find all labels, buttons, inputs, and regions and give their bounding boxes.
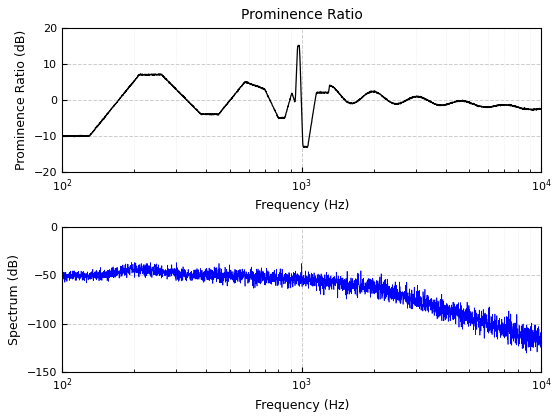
- Y-axis label: Spectrum (dB): Spectrum (dB): [8, 254, 21, 345]
- Y-axis label: Prominence Ratio (dB): Prominence Ratio (dB): [15, 30, 28, 170]
- Title: Prominence Ratio: Prominence Ratio: [241, 8, 363, 22]
- X-axis label: Frequency (Hz): Frequency (Hz): [254, 399, 349, 412]
- X-axis label: Frequency (Hz): Frequency (Hz): [254, 199, 349, 212]
